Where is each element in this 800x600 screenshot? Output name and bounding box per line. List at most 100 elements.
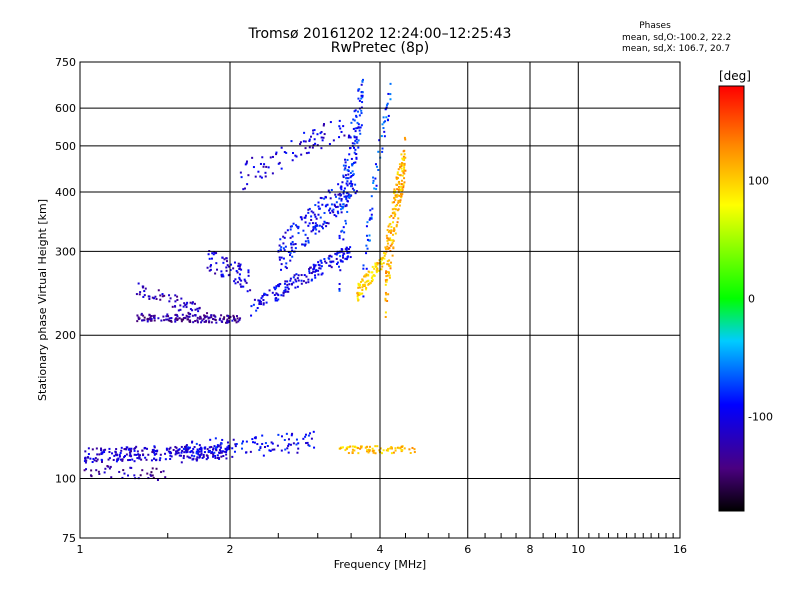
data-point: [142, 285, 145, 288]
data-point: [261, 156, 264, 159]
data-point: [196, 456, 199, 459]
data-point: [191, 301, 194, 304]
data-point: [310, 437, 313, 440]
data-point: [386, 300, 389, 303]
data-point: [345, 447, 348, 450]
data-point: [345, 248, 348, 251]
data-point: [354, 192, 357, 195]
data-point: [234, 445, 237, 448]
data-point: [400, 153, 403, 156]
data-point: [393, 229, 396, 232]
data-point: [373, 274, 376, 277]
data-point: [179, 304, 182, 307]
data-point: [361, 80, 364, 83]
data-point: [141, 319, 144, 322]
data-point: [357, 97, 360, 100]
data-point: [85, 468, 88, 471]
data-point: [108, 467, 111, 470]
data-point: [317, 261, 320, 264]
data-point: [159, 457, 162, 460]
data-point: [277, 298, 280, 301]
data-point: [342, 226, 345, 229]
data-point: [385, 104, 388, 107]
data-point: [365, 286, 368, 289]
data-point: [294, 154, 297, 157]
data-point: [291, 255, 294, 258]
data-point: [344, 158, 347, 161]
data-point: [120, 446, 123, 449]
data-point: [214, 318, 217, 321]
data-point: [321, 203, 324, 206]
data-point: [289, 279, 292, 282]
data-point: [335, 206, 338, 209]
grid-lines: [80, 62, 680, 538]
data-point: [289, 443, 292, 446]
data-point: [374, 177, 377, 180]
data-point: [332, 208, 335, 211]
data-point: [384, 315, 387, 318]
data-point: [152, 314, 155, 317]
data-point: [318, 230, 321, 233]
data-point: [396, 188, 399, 191]
data-point: [259, 447, 262, 450]
data-point: [380, 263, 383, 266]
data-point: [249, 450, 252, 453]
data-point: [192, 321, 195, 324]
data-point: [264, 293, 267, 296]
data-point: [380, 258, 383, 261]
data-point: [175, 313, 178, 316]
data-point: [338, 119, 341, 122]
data-point: [100, 447, 103, 450]
data-point: [287, 287, 290, 290]
data-point: [365, 234, 368, 237]
data-point: [396, 173, 399, 176]
data-point: [237, 262, 240, 265]
data-point: [384, 299, 387, 302]
data-point: [384, 291, 387, 294]
phase-summary-x: mean, sd,X: 106.7, 20.7: [622, 44, 730, 54]
data-point: [313, 138, 316, 141]
data-point: [337, 251, 340, 254]
data-point: [133, 449, 136, 452]
data-point: [114, 451, 117, 454]
data-point: [111, 452, 114, 455]
data-point: [131, 458, 134, 461]
data-point: [215, 321, 218, 324]
data-point: [209, 265, 212, 268]
data-point: [314, 264, 317, 267]
data-point: [234, 319, 237, 322]
data-point: [331, 209, 334, 212]
data-point: [392, 211, 395, 214]
data-point: [100, 452, 103, 455]
data-point: [344, 164, 347, 167]
data-point: [347, 194, 350, 197]
data-point: [342, 125, 345, 128]
data-point: [168, 451, 171, 454]
data-point: [389, 265, 392, 268]
x-tick-label: 16: [673, 543, 687, 556]
data-point: [192, 447, 195, 450]
data-point: [246, 290, 249, 293]
data-point: [200, 321, 203, 324]
data-point: [403, 447, 406, 450]
data-point: [251, 438, 254, 441]
y-tick-label: 300: [55, 245, 76, 258]
data-point: [231, 319, 234, 322]
data-point: [282, 235, 285, 238]
data-point: [262, 165, 265, 168]
data-point: [389, 231, 392, 234]
data-point: [307, 278, 310, 281]
data-point: [294, 243, 297, 246]
data-point: [128, 451, 131, 454]
data-point: [320, 261, 323, 264]
data-point: [155, 452, 158, 455]
data-point: [330, 255, 333, 258]
data-point: [256, 443, 259, 446]
x-tick-label: 2: [227, 543, 234, 556]
data-point: [206, 266, 209, 269]
data-point: [333, 203, 336, 206]
data-point: [408, 448, 411, 451]
data-point: [306, 237, 309, 240]
data-point: [196, 321, 199, 324]
data-point: [254, 175, 257, 178]
